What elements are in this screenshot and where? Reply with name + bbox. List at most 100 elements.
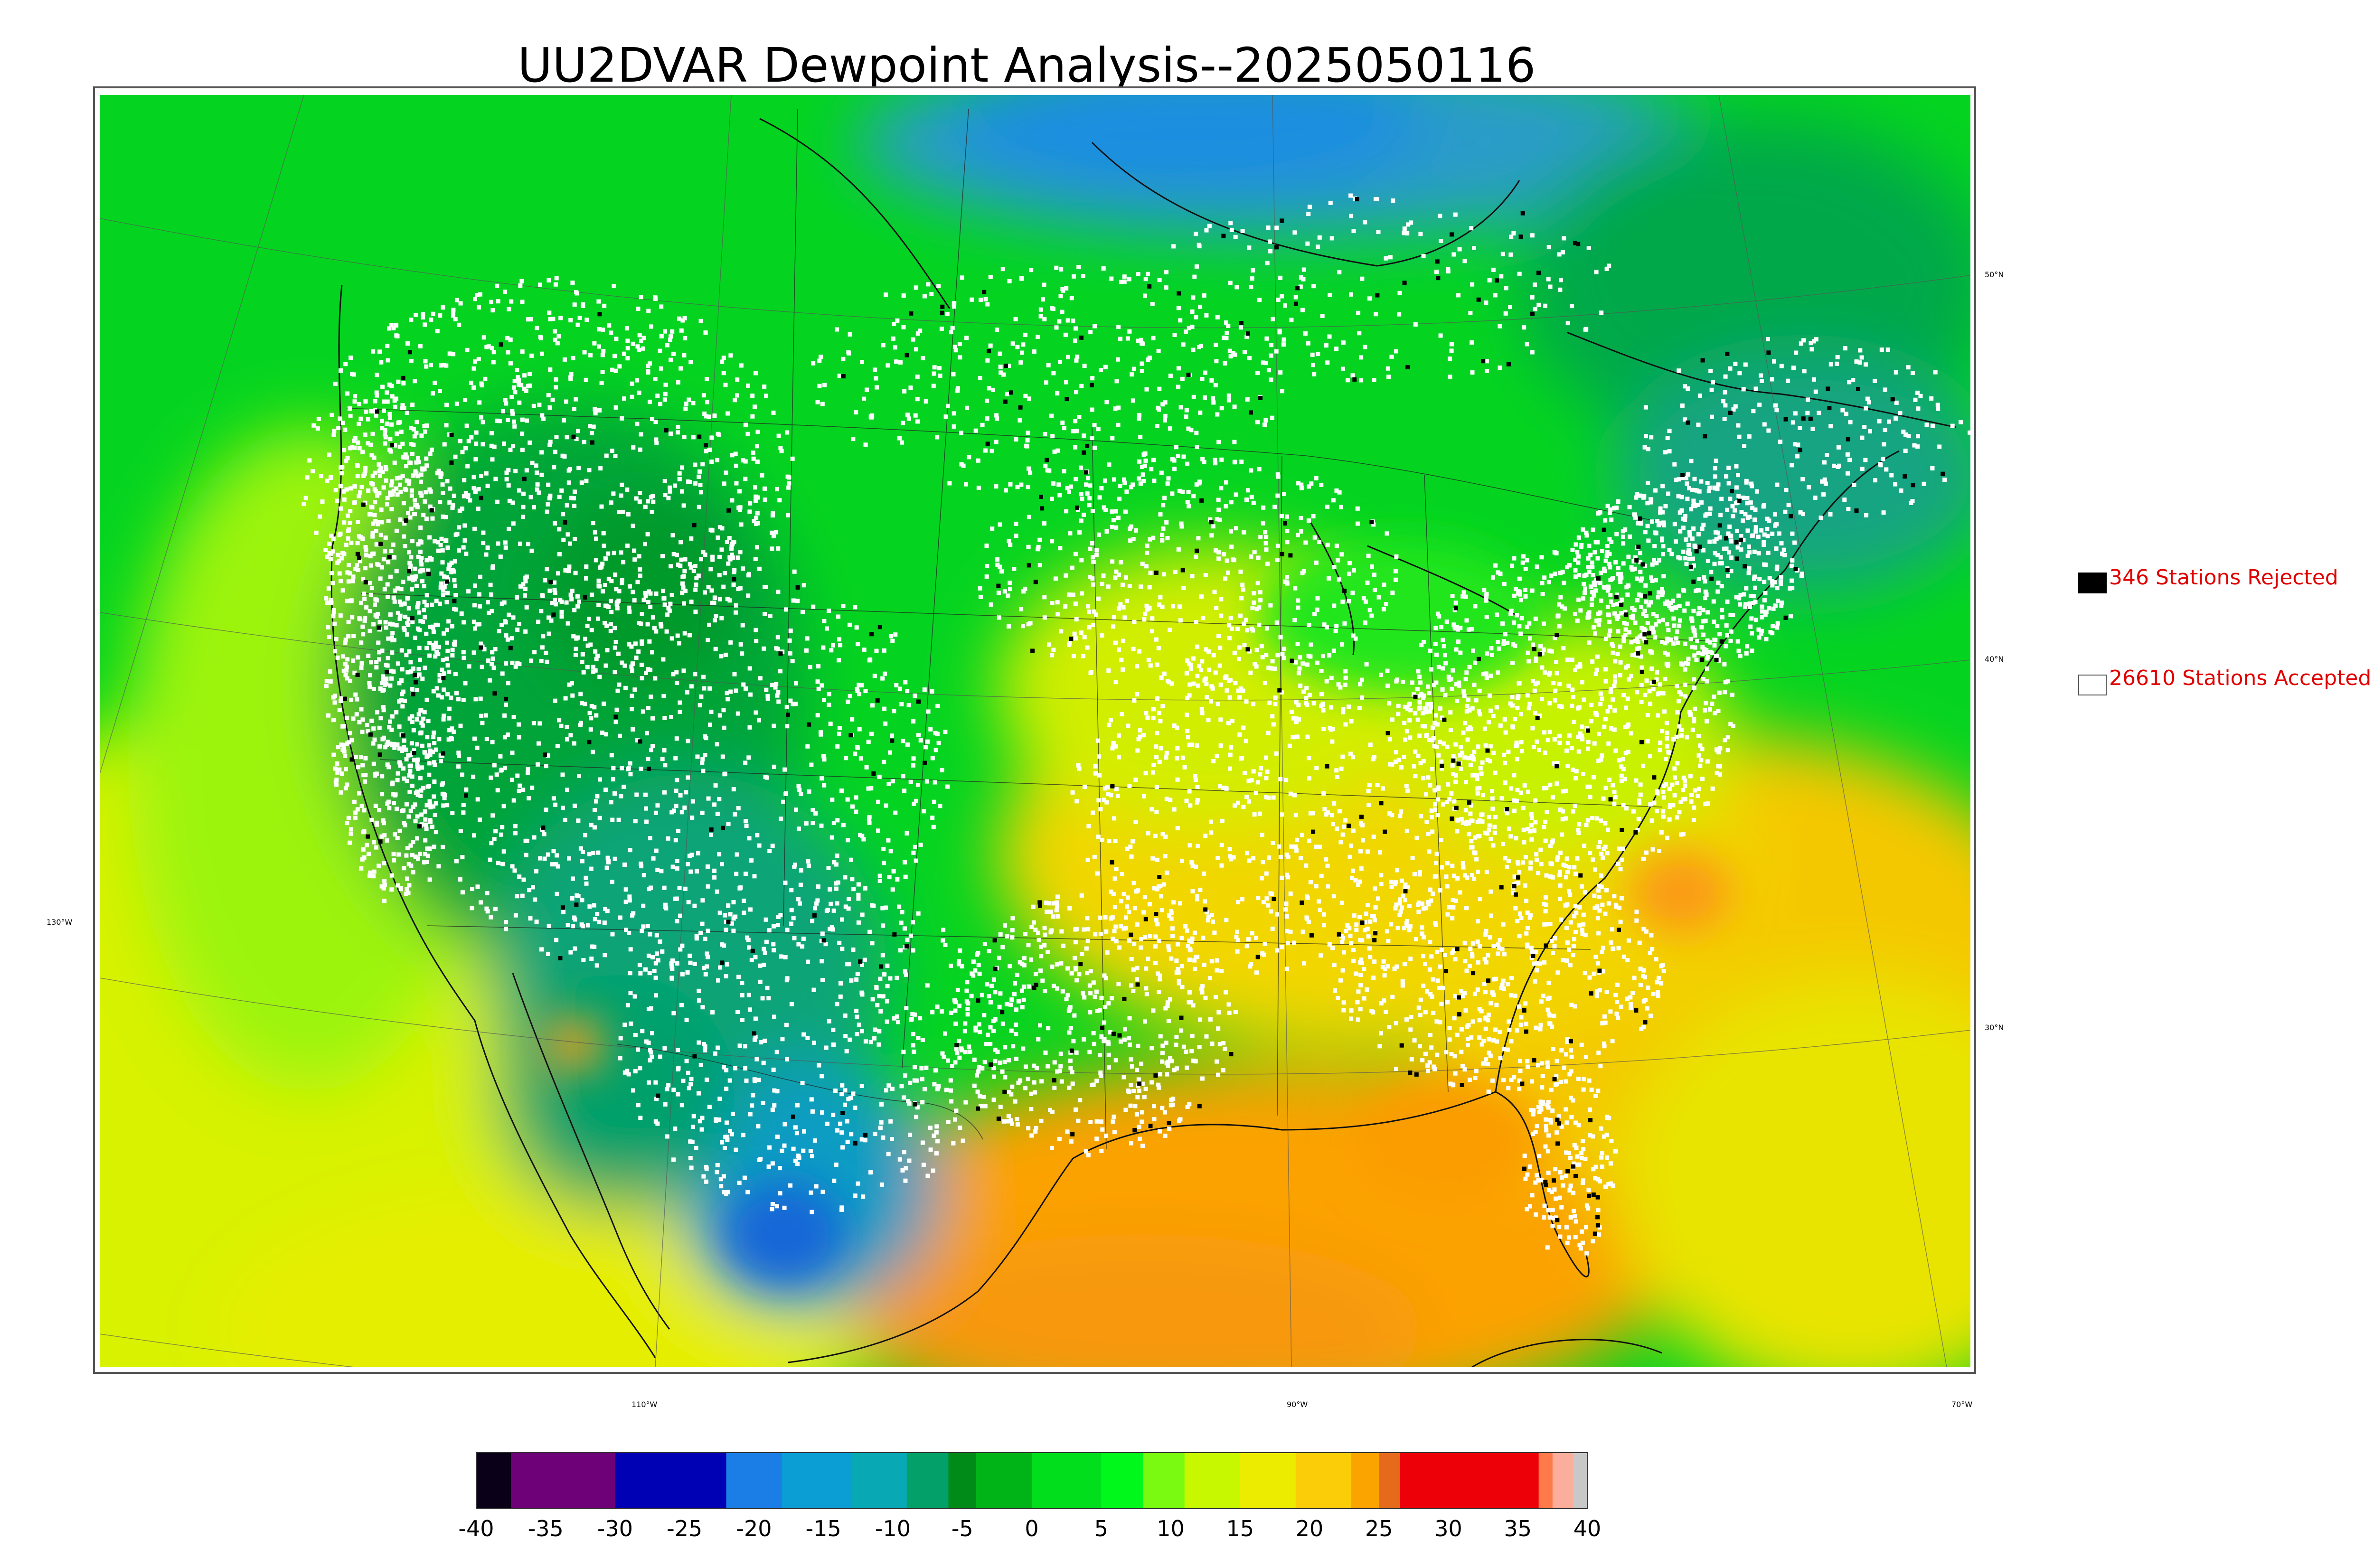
accepted-station — [1554, 660, 1559, 664]
accepted-station — [763, 486, 767, 491]
accepted-station — [596, 616, 601, 621]
accepted-station — [1534, 852, 1539, 857]
accepted-station — [1516, 591, 1520, 596]
accepted-station — [719, 654, 724, 658]
accepted-station — [696, 851, 700, 855]
accepted-station — [941, 938, 945, 943]
accepted-station — [1419, 692, 1423, 696]
accepted-station — [577, 599, 581, 604]
accepted-station — [863, 1138, 867, 1143]
accepted-station — [751, 1093, 755, 1098]
accepted-station — [1555, 857, 1560, 862]
accepted-station — [763, 950, 767, 955]
accepted-station — [901, 774, 905, 779]
accepted-station — [1557, 602, 1562, 607]
accepted-station — [712, 601, 716, 605]
accepted-station — [1483, 830, 1488, 835]
accepted-station — [521, 515, 526, 519]
accepted-station — [376, 640, 381, 645]
accepted-station — [1260, 876, 1264, 881]
accepted-station — [1140, 472, 1145, 477]
accepted-station — [1552, 761, 1556, 766]
accepted-station — [540, 593, 545, 598]
accepted-station — [953, 348, 958, 353]
accepted-station — [737, 489, 742, 494]
accepted-station — [493, 829, 498, 834]
accepted-station — [369, 660, 373, 665]
accepted-station — [330, 549, 335, 554]
accepted-station — [1117, 733, 1121, 738]
accepted-station — [367, 512, 372, 517]
accepted-station — [393, 443, 397, 448]
accepted-station — [1146, 657, 1151, 662]
accepted-station — [723, 383, 728, 387]
accepted-station — [922, 809, 926, 814]
accepted-station — [839, 1130, 844, 1135]
accepted-station — [367, 609, 372, 613]
accepted-station — [428, 805, 433, 809]
accepted-station — [646, 600, 650, 604]
accepted-station — [374, 413, 378, 418]
accepted-station — [976, 486, 981, 490]
accepted-station — [935, 1087, 940, 1091]
accepted-station — [551, 849, 556, 854]
accepted-station — [490, 656, 495, 661]
accepted-station — [546, 753, 550, 758]
accepted-station — [1219, 613, 1224, 618]
accepted-station — [675, 553, 679, 557]
accepted-station — [451, 352, 456, 357]
accepted-station — [1096, 798, 1101, 803]
accepted-station — [1490, 575, 1495, 580]
accepted-station — [365, 723, 369, 727]
accepted-station — [406, 481, 411, 486]
accepted-station — [366, 653, 371, 658]
accepted-station — [462, 620, 466, 625]
accepted-station — [860, 834, 865, 838]
accepted-station — [580, 659, 584, 664]
accepted-station — [715, 889, 719, 894]
accepted-station — [1051, 481, 1056, 486]
accepted-station — [438, 475, 443, 479]
accepted-station — [574, 437, 579, 441]
accepted-station — [413, 574, 418, 579]
accepted-station — [458, 723, 463, 728]
accepted-station — [930, 689, 934, 694]
accepted-station — [349, 540, 354, 545]
accepted-station — [388, 449, 393, 454]
accepted-station — [492, 444, 497, 449]
accepted-station — [669, 964, 674, 969]
accepted-station — [1269, 666, 1274, 671]
accepted-station — [1082, 364, 1087, 368]
accepted-station — [373, 803, 378, 808]
accepted-station — [738, 885, 743, 890]
accepted-station — [1557, 873, 1562, 877]
accepted-station — [1288, 891, 1293, 896]
accepted-station — [383, 549, 387, 554]
accepted-station — [402, 698, 407, 703]
accepted-station — [348, 840, 352, 845]
accepted-station — [1128, 845, 1133, 849]
accepted-station — [1218, 784, 1223, 789]
accepted-station — [490, 650, 495, 655]
accepted-station — [447, 716, 452, 721]
accepted-station — [893, 810, 898, 815]
accepted-station — [401, 501, 406, 506]
accepted-station — [1110, 525, 1114, 529]
accepted-station — [405, 478, 409, 483]
accepted-station — [932, 1133, 936, 1138]
accepted-station — [1572, 865, 1577, 870]
accepted-station — [1688, 637, 1693, 641]
accepted-station — [701, 1174, 706, 1179]
accepted-station — [746, 993, 751, 997]
accepted-station — [933, 748, 938, 752]
accepted-station — [1430, 829, 1435, 834]
accepted-station — [537, 403, 542, 407]
accepted-station — [1364, 662, 1369, 667]
accepted-station — [368, 563, 373, 568]
accepted-station — [381, 705, 386, 710]
accepted-station — [1285, 929, 1290, 933]
accepted-station — [1712, 695, 1716, 699]
accepted-station — [381, 674, 386, 679]
accepted-station — [370, 534, 375, 539]
accepted-station — [747, 725, 752, 730]
